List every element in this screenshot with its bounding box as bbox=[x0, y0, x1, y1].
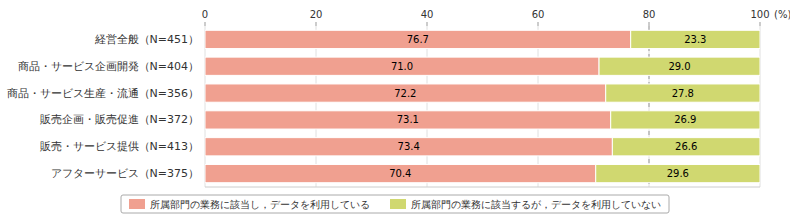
grid-line bbox=[316, 26, 317, 187]
data-label: 27.8 bbox=[672, 88, 694, 99]
data-label: 70.4 bbox=[389, 168, 411, 179]
legend-label: 所属部門の業務に該当するが，データを利用していない bbox=[411, 199, 661, 210]
category-label: アフターサービス（N=375） bbox=[51, 167, 199, 180]
bar bbox=[205, 57, 599, 75]
tick-label: 20 bbox=[310, 9, 323, 20]
bar bbox=[631, 30, 760, 48]
bar bbox=[612, 138, 760, 156]
tick-mark bbox=[205, 22, 206, 26]
category-label: 商品・サービス企画開発（N=404） bbox=[18, 60, 199, 73]
category-label: 商品・サービス生産・流通（N=356） bbox=[7, 87, 199, 100]
axis-line bbox=[205, 187, 760, 188]
data-label: 29.6 bbox=[667, 168, 689, 179]
data-label: 72.2 bbox=[394, 88, 416, 99]
tick-mark bbox=[538, 22, 539, 26]
grid-line bbox=[205, 26, 206, 187]
data-label: 71.0 bbox=[391, 61, 413, 72]
tick-label: 60 bbox=[532, 9, 545, 20]
x-grid bbox=[205, 26, 760, 187]
bar bbox=[611, 111, 760, 129]
chart: 経営全般（N=451） 商品・サービス企画開発（N=404） 商品・サービス生産・流… bbox=[0, 0, 790, 217]
tick-label: 0 bbox=[202, 9, 208, 20]
bar bbox=[596, 164, 760, 182]
tick-mark bbox=[316, 22, 317, 26]
grid-line bbox=[649, 26, 650, 187]
axis-label: (%) bbox=[774, 9, 790, 20]
legend-swatch bbox=[390, 199, 406, 209]
bar bbox=[205, 164, 596, 182]
category-label: 販売・サービス提供（N=413） bbox=[40, 140, 199, 153]
category-label: 経営全般（N=451） bbox=[94, 33, 199, 46]
tick-label: 40 bbox=[421, 9, 434, 20]
tick-label: 100 bbox=[750, 9, 769, 20]
tick-label: 80 bbox=[643, 9, 656, 20]
grid-line bbox=[538, 26, 539, 187]
data-label: 26.9 bbox=[674, 114, 696, 125]
bar bbox=[606, 84, 760, 102]
tick-mark bbox=[427, 22, 428, 26]
data-label: 76.7 bbox=[407, 34, 429, 45]
bars bbox=[205, 30, 760, 182]
reference-line bbox=[649, 26, 650, 187]
category-label: 販売企画・販売促進（N=372） bbox=[40, 113, 199, 126]
y-tick-labels: 経営全般（N=451） 商品・サービス企画開発（N=404） 商品・サービス生産・流… bbox=[7, 33, 199, 180]
grid-line bbox=[427, 26, 428, 187]
bar bbox=[205, 30, 631, 48]
tick-mark bbox=[760, 22, 761, 26]
legend-label: 所属部門の業務に該当し，データを利用している bbox=[150, 199, 370, 210]
data-label: 26.6 bbox=[675, 141, 697, 152]
bar bbox=[205, 111, 611, 129]
tick-mark bbox=[649, 22, 650, 26]
legend-frame bbox=[121, 195, 669, 213]
data-label: 73.1 bbox=[397, 114, 419, 125]
data-label: 73.4 bbox=[398, 141, 420, 152]
legend: 所属部門の業務に該当し，データを利用している 所属部門の業務に該当するが，データを… bbox=[121, 195, 669, 213]
data-label: 29.0 bbox=[668, 61, 690, 72]
grid-line bbox=[760, 26, 761, 187]
data-labels: 76.7 71.0 72.2 73.1 73.4 70.4 23.3 29.0 27.8 26.9… bbox=[389, 34, 706, 179]
bar bbox=[205, 84, 606, 102]
data-label: 23.3 bbox=[684, 34, 706, 45]
x-axis: 0 20 40 60 80 100 bbox=[202, 9, 770, 26]
bar bbox=[599, 57, 760, 75]
bar bbox=[205, 138, 612, 156]
legend-swatch bbox=[129, 199, 145, 209]
